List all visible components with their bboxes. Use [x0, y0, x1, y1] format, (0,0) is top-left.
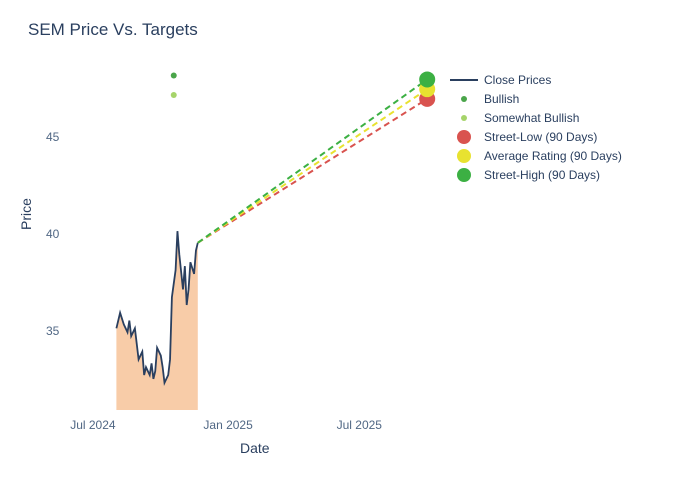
projection-street-low	[198, 99, 427, 243]
rating-point-1	[171, 92, 177, 98]
legend-dot-icon	[461, 96, 467, 102]
legend-item[interactable]: Street-Low (90 Days)	[450, 127, 622, 146]
legend-item[interactable]: Average Rating (90 Days)	[450, 146, 622, 165]
legend-dot-icon	[457, 130, 471, 144]
legend-label: Street-High (90 Days)	[484, 168, 600, 182]
x-tick: Jul 2025	[337, 418, 382, 432]
legend-item[interactable]: Somewhat Bullish	[450, 108, 622, 127]
chart-container: SEM Price Vs. Targets Price Date Close P…	[0, 0, 700, 500]
projection-street-high	[198, 79, 427, 242]
projection-avg-rating	[198, 89, 427, 243]
chart-svg	[72, 60, 442, 410]
legend-line-icon	[450, 79, 478, 81]
x-tick: Jan 2025	[203, 418, 252, 432]
legend-item[interactable]: Close Prices	[450, 70, 622, 89]
legend-label: Average Rating (90 Days)	[484, 149, 622, 163]
y-tick: 40	[46, 227, 59, 241]
y-axis-label: Price	[18, 198, 34, 230]
x-tick: Jul 2024	[70, 418, 115, 432]
legend-item[interactable]: Street-High (90 Days)	[450, 165, 622, 184]
legend-dot-icon	[457, 168, 471, 182]
plot-area	[72, 60, 442, 410]
y-tick: 35	[46, 324, 59, 338]
legend-dot-icon	[461, 115, 467, 121]
legend-item[interactable]: Bullish	[450, 89, 622, 108]
legend-label: Somewhat Bullish	[484, 111, 579, 125]
legend-label: Bullish	[484, 92, 519, 106]
legend-label: Street-Low (90 Days)	[484, 130, 597, 144]
legend-dot-icon	[457, 149, 471, 163]
x-axis-label: Date	[240, 440, 270, 456]
y-tick: 45	[46, 130, 59, 144]
chart-title: SEM Price Vs. Targets	[28, 20, 680, 40]
legend-label: Close Prices	[484, 73, 551, 87]
target-street-high	[419, 71, 435, 87]
rating-point-0	[171, 73, 177, 79]
legend: Close Prices Bullish Somewhat Bullish Stree…	[450, 70, 622, 184]
